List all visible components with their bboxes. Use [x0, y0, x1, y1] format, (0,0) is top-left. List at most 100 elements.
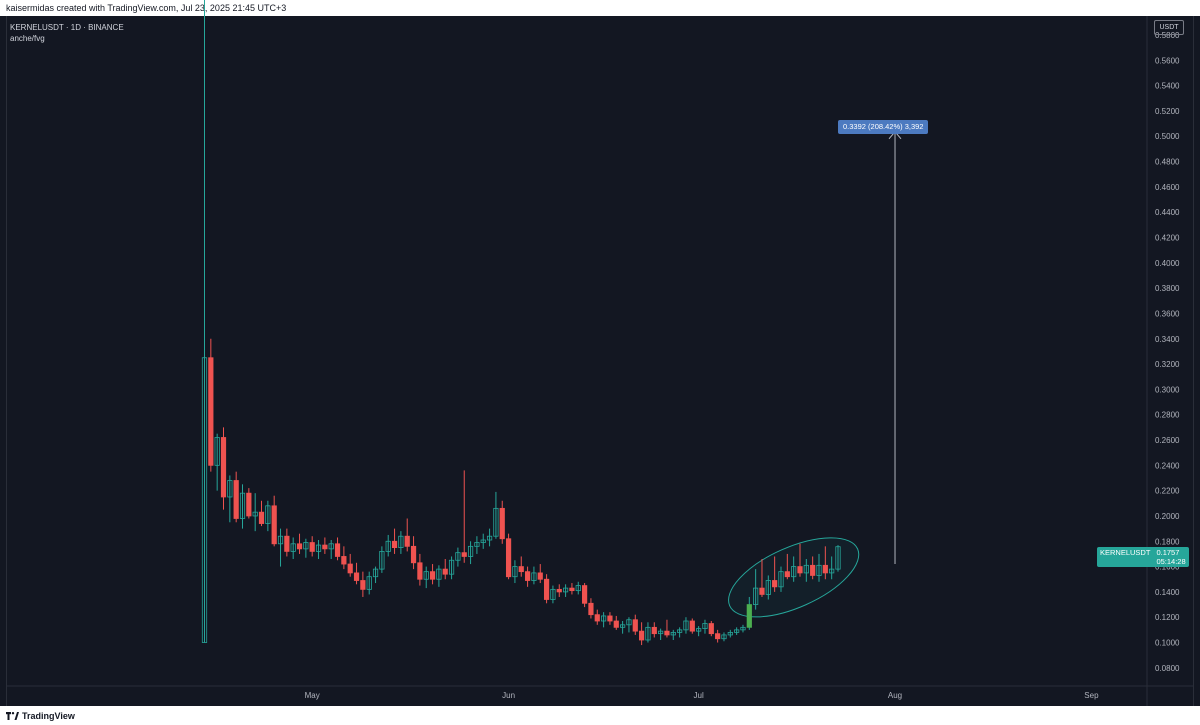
candle-body — [391, 540, 398, 548]
candle — [797, 543, 803, 577]
candle — [233, 471, 239, 523]
candlestick-chart[interactable]: 0.5800 0.5600 0.5400 0.5200 0.5000 0.4800 0.46… — [0, 0, 1200, 706]
candle-body — [816, 564, 822, 576]
candle-body — [778, 571, 784, 588]
candle-body — [784, 571, 790, 578]
candle-body — [588, 602, 594, 616]
candle-body — [246, 492, 252, 517]
time-tick-label: May — [305, 691, 320, 700]
candle — [404, 518, 410, 552]
candle-body — [518, 566, 524, 573]
candle-body — [258, 511, 265, 524]
attribution-bar: kaisermidas created with TradingView.com… — [0, 0, 1200, 16]
candle-body — [347, 563, 353, 574]
candle — [746, 596, 752, 630]
price-tick-label: 0.3200 — [1155, 360, 1180, 369]
time-tick-label: Jul — [694, 691, 704, 700]
candle-body — [582, 585, 588, 604]
time-tick-label: Sep — [1084, 691, 1099, 700]
candle-body — [214, 437, 220, 466]
candle — [429, 564, 436, 585]
price-tick-label: 0.5400 — [1155, 82, 1180, 91]
candle-body — [239, 492, 246, 519]
candle-body — [398, 535, 404, 548]
candle — [455, 547, 461, 567]
candle — [391, 528, 398, 554]
candle-body — [829, 568, 835, 574]
candle — [702, 619, 708, 634]
candle-body — [486, 535, 493, 541]
candle-body — [271, 505, 277, 545]
candle — [284, 528, 290, 557]
candle-body — [423, 571, 429, 580]
candle-body — [252, 511, 258, 517]
candle-body — [385, 540, 391, 552]
candle-body — [309, 542, 315, 552]
candle-body — [759, 587, 765, 595]
currency-badge[interactable]: USDT — [1154, 20, 1184, 35]
symbol-info[interactable]: KERNELUSDT · 1D · BINANCE — [10, 23, 124, 32]
candle-body — [480, 539, 486, 543]
candle-body — [569, 587, 575, 592]
candle-body — [315, 544, 322, 552]
candle — [715, 629, 721, 643]
candle — [759, 558, 765, 597]
candle-body — [658, 630, 664, 635]
candle — [379, 546, 385, 573]
candle-body — [683, 620, 689, 631]
price-tick-label: 0.2400 — [1155, 461, 1180, 470]
candle — [791, 556, 797, 582]
candle — [689, 618, 695, 634]
candle — [201, 0, 208, 643]
candle — [239, 484, 246, 529]
candle-body — [810, 564, 816, 576]
candle-body — [455, 552, 461, 561]
candle-body — [543, 578, 550, 600]
candle-body — [791, 566, 797, 578]
chart-frame[interactable] — [6, 16, 1194, 706]
price-tick-label: 0.5000 — [1155, 132, 1180, 141]
candle-body — [328, 543, 334, 550]
price-tick-label: 0.2000 — [1155, 512, 1180, 521]
candle-body — [442, 568, 448, 575]
candle — [512, 560, 518, 584]
candle — [442, 558, 448, 580]
candle-body — [512, 566, 518, 578]
candle — [474, 536, 480, 554]
candle — [423, 566, 429, 589]
price-tick-label: 0.1800 — [1155, 537, 1180, 546]
chart-legend: KERNELUSDT · 1D · BINANCE anche/fvg — [10, 22, 124, 44]
candle-body — [677, 629, 683, 633]
candle — [721, 632, 727, 642]
candle-body — [493, 507, 499, 537]
candle — [594, 609, 600, 625]
candle-body — [651, 626, 657, 635]
candle-body — [429, 571, 436, 580]
candle — [664, 619, 670, 638]
candle-body — [721, 634, 727, 640]
candle — [645, 622, 651, 643]
candle — [803, 558, 809, 582]
candle-body — [562, 587, 569, 593]
price-tick-label: 0.1200 — [1155, 613, 1180, 622]
candle — [778, 566, 784, 592]
candle-body — [575, 585, 581, 592]
candle — [265, 500, 271, 532]
candle-body — [353, 572, 360, 581]
candle — [290, 537, 296, 559]
candle-body — [702, 623, 708, 630]
candle — [227, 475, 233, 523]
tradingview-logo[interactable]: TradingView — [6, 710, 75, 721]
candle-body — [715, 633, 721, 640]
candle — [417, 553, 423, 586]
candle — [252, 493, 258, 532]
candle — [303, 538, 309, 558]
candle — [670, 629, 676, 640]
candle — [366, 571, 372, 595]
candle — [385, 534, 391, 557]
indicator-label[interactable]: anche/fvg — [10, 34, 45, 43]
candle-body — [708, 623, 714, 635]
candle-body — [505, 538, 512, 578]
candle — [543, 574, 550, 604]
candle — [550, 585, 556, 604]
